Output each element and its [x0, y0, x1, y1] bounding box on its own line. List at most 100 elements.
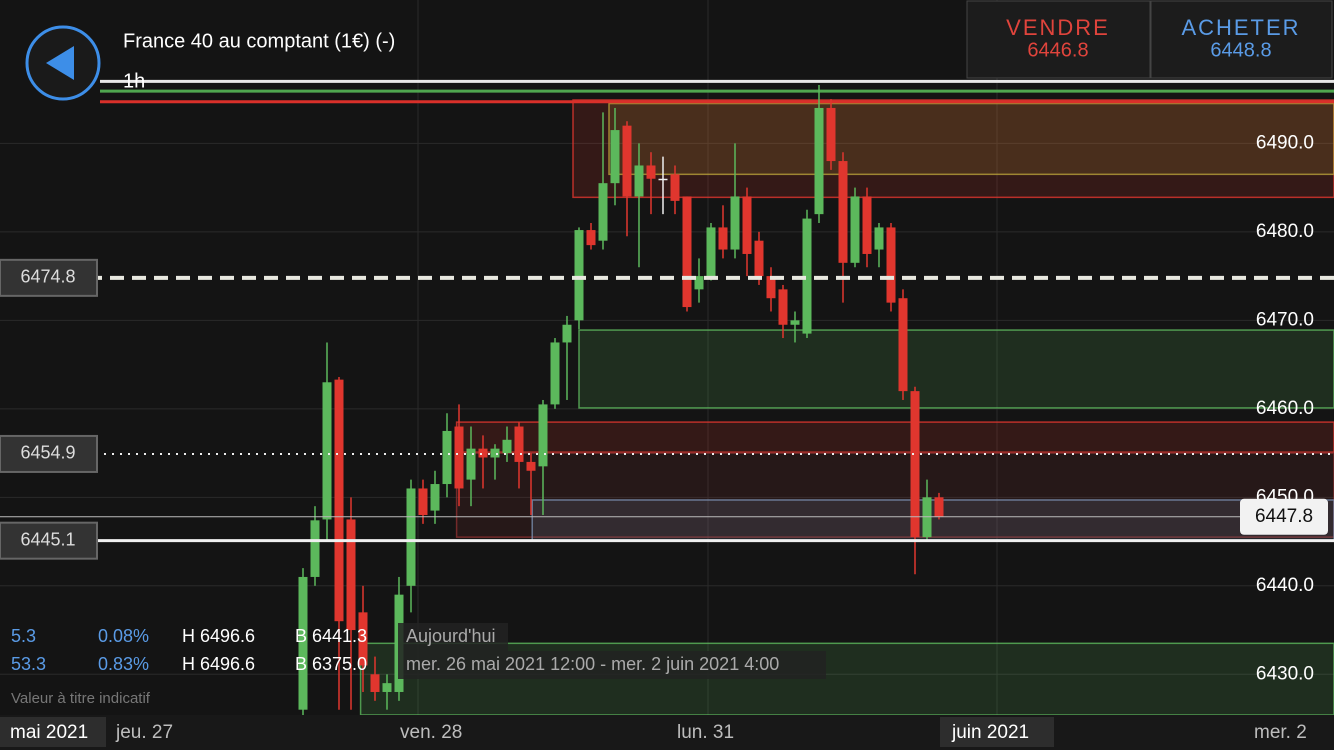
candle-body [514, 426, 524, 462]
price-tag-label: 6454.9 [20, 443, 75, 463]
disclaimer: Valeur à titre indicatif [11, 690, 151, 707]
candle-body [670, 174, 680, 201]
candle-body [334, 379, 344, 622]
candle-body [838, 161, 848, 263]
y-tick-label: 6430.0 [1256, 663, 1314, 684]
stat: 0.08% [98, 626, 149, 646]
candle-body [346, 519, 356, 631]
stat-bg [398, 651, 826, 679]
stat: 0.83% [98, 654, 149, 674]
sell-label: VENDRE [1006, 15, 1110, 40]
candle-body [502, 439, 512, 454]
zone [531, 499, 1334, 542]
candle-body [574, 230, 584, 321]
y-tick-label: 6490.0 [1256, 132, 1314, 153]
x-label: mer. 2 [1254, 722, 1307, 743]
x-label: mai 2021 [10, 722, 88, 743]
buy-label: ACHETER [1181, 15, 1300, 40]
candle-body [478, 448, 488, 458]
zone [455, 452, 1334, 538]
candle-body [862, 196, 872, 254]
stat: B 6375.0 [295, 654, 367, 674]
zone [455, 421, 1334, 453]
sell-price: 6446.8 [1027, 39, 1088, 61]
price-tag [1240, 498, 1328, 535]
candle-body [802, 218, 812, 334]
x-label: ven. 28 [400, 722, 462, 743]
price-tag [0, 434, 98, 473]
price-tag-label: 6445.1 [20, 529, 75, 549]
y-tick-label: 6480.0 [1256, 221, 1314, 242]
candle-body [598, 183, 608, 241]
candle-body [562, 324, 572, 343]
candle-body [754, 240, 764, 277]
candle-body [910, 391, 920, 538]
x-label: jeu. 27 [115, 722, 173, 743]
month-chip [0, 717, 106, 747]
stat: H 6496.6 [182, 626, 255, 646]
candle-body [886, 227, 896, 303]
price-tag [0, 258, 98, 297]
month-chip [940, 717, 1054, 747]
stat: Aujourd'hui [406, 626, 496, 646]
candle-body [646, 165, 656, 179]
vertical-grid [417, 0, 998, 715]
candle-body [370, 674, 380, 692]
candle-body [442, 430, 452, 485]
x-axis-band [0, 715, 1334, 750]
candle-body [778, 289, 788, 325]
candle-body [766, 276, 776, 299]
candle-body [490, 448, 500, 458]
candle-body [634, 165, 644, 197]
stat: mer. 26 mai 2021 12:00 - mer. 2 juin 202… [406, 654, 779, 674]
price-tag-label: 6447.8 [1255, 506, 1313, 527]
candle-body [310, 520, 320, 577]
candle-body [814, 107, 824, 215]
candle-body [322, 382, 332, 520]
candle-body [742, 196, 752, 254]
buy-button[interactable] [1150, 0, 1333, 79]
candle-body [826, 107, 836, 162]
candle-body [874, 227, 884, 250]
candle-body [430, 484, 440, 511]
back-icon [46, 46, 74, 80]
y-tick-label: 6460.0 [1256, 398, 1314, 419]
zone [578, 329, 1334, 409]
candle-body [466, 448, 476, 480]
candle-body [706, 227, 716, 277]
zone [572, 99, 1334, 199]
stat: H 6496.6 [182, 654, 255, 674]
candle-body [730, 196, 740, 250]
candle-body [454, 426, 464, 489]
stat: B 6441.3 [295, 626, 367, 646]
candle-body [586, 230, 596, 246]
stat: 53.3 [11, 654, 46, 674]
x-label: lun. 31 [677, 722, 734, 743]
candle-body [538, 404, 548, 467]
candle-body [382, 683, 392, 692]
price-tag [0, 521, 98, 560]
zone [608, 102, 1334, 176]
timeframe: 1h [123, 70, 145, 92]
candle-body [898, 298, 908, 392]
candle-body [694, 276, 704, 290]
candle-body [622, 125, 632, 197]
candle-body [526, 461, 536, 471]
sell-button[interactable] [966, 0, 1151, 79]
candle-body [610, 130, 620, 184]
y-tick-label: 6470.0 [1256, 309, 1314, 330]
stat: 5.3 [11, 626, 36, 646]
candle-body [682, 196, 692, 308]
candle-body [718, 227, 728, 250]
y-tick-label: 6440.0 [1256, 575, 1314, 596]
price-tag-label: 6474.8 [20, 267, 75, 287]
candle-body [850, 196, 860, 263]
candle-body [298, 576, 308, 710]
x-label: juin 2021 [951, 722, 1029, 743]
candle-body [418, 488, 428, 516]
candle-body [658, 178, 668, 181]
candle-body [358, 612, 368, 666]
candle-body [790, 320, 800, 325]
